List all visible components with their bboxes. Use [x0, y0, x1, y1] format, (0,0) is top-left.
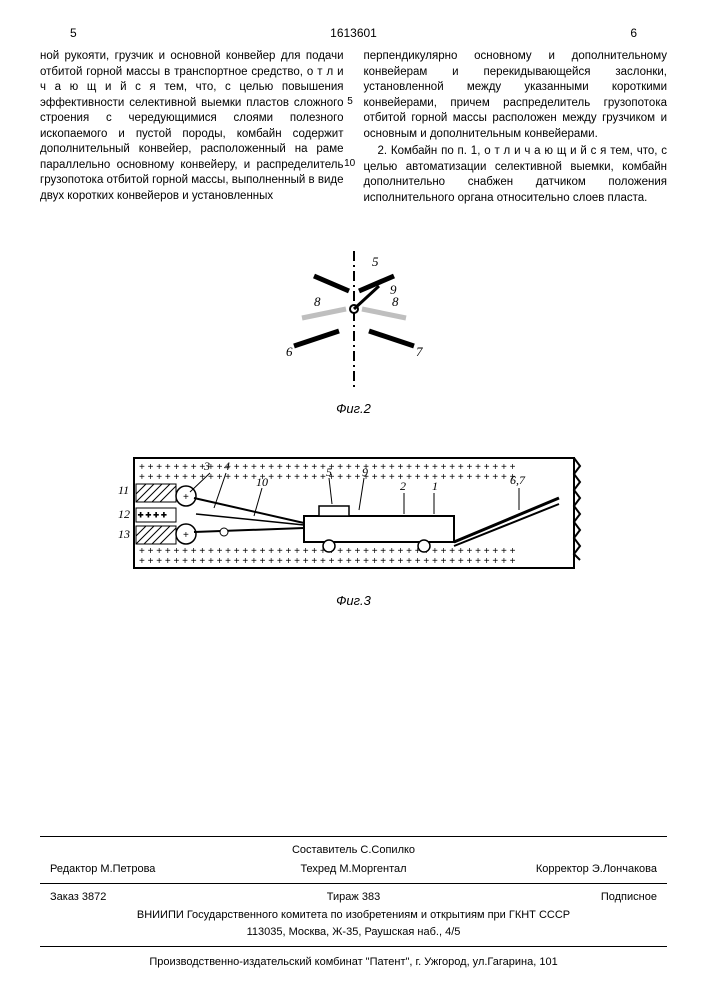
line-number: 5	[347, 95, 353, 109]
figure-2-svg: 5 9 8 8 6 7	[224, 246, 484, 396]
org-line: ВНИИПИ Государственного комитета по изоб…	[40, 906, 667, 925]
svg-text:2: 2	[400, 479, 406, 493]
svg-text:4: 4	[224, 459, 230, 473]
svg-text:13: 13	[118, 527, 130, 541]
address-line: 113035, Москва, Ж-35, Раушская наб., 4/5	[40, 925, 667, 942]
svg-text:11: 11	[118, 483, 129, 497]
svg-text:9: 9	[362, 465, 368, 479]
text-columns: ной рукояти, грузчик и основной конвейер…	[40, 49, 667, 206]
line-number: 10	[344, 157, 355, 171]
composer-label: Составитель	[292, 844, 357, 856]
tirazh-label: Тираж	[327, 891, 359, 903]
order-num: 3872	[82, 891, 106, 903]
fig3-caption: Фиг.3	[40, 592, 667, 610]
svg-text:6: 6	[286, 344, 293, 359]
patent-number: 1613601	[212, 25, 496, 41]
svg-text:8: 8	[314, 294, 321, 309]
svg-text:8: 8	[392, 294, 399, 309]
svg-text:7: 7	[416, 344, 423, 359]
svg-text:1: 1	[432, 479, 438, 493]
editor-label: Редактор	[50, 863, 97, 875]
corrector-label: Корректор	[536, 863, 589, 875]
column-right: перпендикулярно основному и дополнительн…	[364, 49, 668, 206]
svg-text:+ + + + + + + + + + + + + + +: + + + + + + + + + + + + + + + + + + + + …	[139, 556, 516, 567]
svg-text:6,7: 6,7	[510, 473, 526, 487]
editor-name: М.Петрова	[100, 863, 155, 875]
figures-block: 5 9 8 8 6 7 Фиг.2 + + + + + + + + + + + …	[40, 246, 667, 609]
publisher-line: Производственно-издательский комбинат "П…	[40, 951, 667, 970]
techred-name: М.Моргентал	[339, 863, 406, 875]
svg-text:5: 5	[372, 254, 379, 269]
svg-text:12: 12	[118, 507, 130, 521]
header-row: 5 1613601 6	[40, 25, 667, 41]
corrector-name: Э.Лончакова	[592, 863, 657, 875]
fig2-caption: Фиг.2	[40, 400, 667, 418]
subscription: Подписное	[457, 890, 657, 905]
order-label: Заказ	[50, 891, 79, 903]
composer-name: С.Сопилко	[360, 844, 415, 856]
col-right-para1: перпендикулярно основному и дополнительн…	[364, 50, 668, 140]
svg-text:10: 10	[256, 475, 268, 489]
page-num-right: 6	[495, 25, 667, 41]
page-num-left: 5	[40, 25, 212, 41]
svg-text:3: 3	[203, 459, 210, 473]
tirazh-num: 383	[362, 891, 380, 903]
column-left: ной рукояти, грузчик и основной конвейер…	[40, 49, 344, 206]
col-right-para2: 2. Комбайн по п. 1, о т л и ч а ю щ и й …	[364, 144, 668, 206]
svg-text:5: 5	[326, 465, 332, 479]
figure-3-svg: + + + + + + + + + + + + + + + + + + + + …	[104, 438, 604, 588]
svg-text:+ + + +: + + + +	[138, 510, 167, 520]
footer: Составитель С.Сопилко Редактор М.Петрова…	[40, 832, 667, 970]
page: 5 1613601 6 ной рукояти, грузчик и основ…	[0, 0, 707, 1000]
techred-label: Техред	[300, 863, 336, 875]
svg-text:+: +	[183, 492, 189, 503]
svg-text:+: +	[183, 530, 189, 541]
